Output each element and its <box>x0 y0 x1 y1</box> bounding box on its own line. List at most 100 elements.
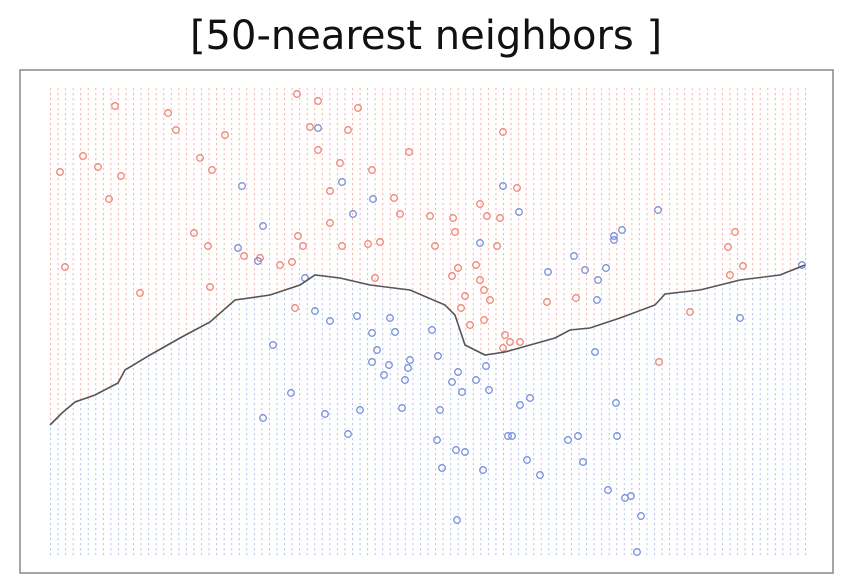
scatter-point <box>724 243 732 251</box>
scatter-point <box>371 274 379 282</box>
scatter-point <box>526 394 534 402</box>
scatter-point <box>572 294 580 302</box>
scatter-point <box>736 314 744 322</box>
scatter-point <box>637 512 645 520</box>
scatter-point <box>454 368 462 376</box>
scatter-point <box>536 471 544 479</box>
scatter-point <box>314 97 322 105</box>
scatter-point <box>448 272 456 280</box>
scatter-point <box>240 252 248 260</box>
scatter-point <box>221 131 229 139</box>
scatter-point <box>401 376 409 384</box>
scatter-point <box>543 298 551 306</box>
scatter-point <box>259 414 267 422</box>
scatter-point <box>234 244 242 252</box>
scatter-point <box>291 304 299 312</box>
scatter-point <box>368 358 376 366</box>
scatter-point <box>504 432 512 440</box>
scatter-point <box>321 410 329 418</box>
scatter-point <box>633 548 641 556</box>
scatter-point <box>196 154 204 162</box>
scatter-point <box>344 126 352 134</box>
scatter-point <box>483 212 491 220</box>
scatter-point <box>453 516 461 524</box>
scatter-point <box>610 236 618 244</box>
scatter-point <box>269 341 277 349</box>
scatter-point <box>299 242 307 250</box>
scatter-point <box>398 404 406 412</box>
scatter-point <box>288 258 296 266</box>
scatter-point <box>206 283 214 291</box>
scatter-point <box>544 268 552 276</box>
scatter-point <box>354 104 362 112</box>
scatter-point <box>798 261 806 269</box>
scatter-point <box>493 242 501 250</box>
scatter-point <box>593 296 601 304</box>
scatter-point <box>726 271 734 279</box>
scatter-point <box>276 261 284 269</box>
scatter-point <box>111 102 119 110</box>
scatter-point <box>56 168 64 176</box>
scatter-point <box>449 214 457 222</box>
scatter-point <box>654 206 662 214</box>
scatter-point <box>259 222 267 230</box>
scatter-point <box>293 90 301 98</box>
scatter-point <box>287 389 295 397</box>
scatter-point <box>570 252 578 260</box>
decision-boundary <box>49 264 806 426</box>
scatter-point <box>368 166 376 174</box>
scatter-point <box>436 406 444 414</box>
scatter-point <box>479 466 487 474</box>
scatter-point <box>461 448 469 456</box>
scatter-point <box>513 184 521 192</box>
scatter-point <box>574 432 582 440</box>
scatter-point <box>369 195 377 203</box>
scatter-point <box>486 296 494 304</box>
scatter-point <box>448 378 456 386</box>
chart-title: [50-nearest neighbors ] <box>190 13 662 59</box>
scatter-point <box>386 314 394 322</box>
scatter-point <box>314 124 322 132</box>
scatter-point <box>594 276 602 284</box>
scatter-point <box>306 123 314 131</box>
scatter-point <box>356 406 364 414</box>
scatter-point <box>461 292 469 300</box>
scatter-point <box>136 289 144 297</box>
scatter-point <box>496 214 504 222</box>
scatter-point <box>627 492 635 500</box>
scatter-point <box>373 346 381 354</box>
scatter-point <box>380 371 388 379</box>
scatter-point <box>385 361 393 369</box>
scatter-point <box>686 308 694 316</box>
scatter-point <box>204 242 212 250</box>
scatter-point <box>431 242 439 250</box>
scatter-point <box>294 232 302 240</box>
scatter-point <box>516 338 524 346</box>
scatter-point <box>612 399 620 407</box>
scatter-point <box>731 228 739 236</box>
scatter-point <box>390 194 398 202</box>
scatter-point <box>482 362 490 370</box>
scatter-point <box>396 210 404 218</box>
scatter-point <box>451 228 459 236</box>
scatter-point <box>326 317 334 325</box>
scatter-point <box>428 326 436 334</box>
scatter-point <box>516 401 524 409</box>
scatter-point <box>564 436 572 444</box>
scatter-point <box>364 240 372 248</box>
scatter-point <box>238 182 246 190</box>
scatter-point <box>326 219 334 227</box>
scatter-point <box>454 264 462 272</box>
scatter-point <box>523 456 531 464</box>
scatter-point <box>508 432 516 440</box>
scatter-point <box>613 432 621 440</box>
scatter-point <box>472 376 480 384</box>
scatter-point <box>618 226 626 234</box>
scatter-point <box>438 464 446 472</box>
scatter-point <box>452 446 460 454</box>
scatter-point <box>61 263 69 271</box>
scatter-point <box>499 344 507 352</box>
scatter-point <box>499 128 507 136</box>
